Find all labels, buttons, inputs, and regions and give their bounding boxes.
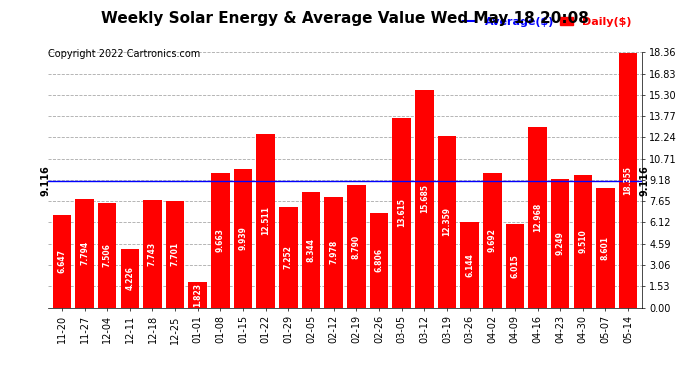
Text: 9.510: 9.510 bbox=[578, 230, 587, 254]
Bar bbox=[619, 53, 638, 308]
Legend: Average($), Daily($): Average($), Daily($) bbox=[458, 12, 636, 31]
Text: 6.015: 6.015 bbox=[511, 254, 520, 278]
Text: Copyright 2022 Cartronics.com: Copyright 2022 Cartronics.com bbox=[48, 49, 201, 59]
Text: 6.806: 6.806 bbox=[375, 248, 384, 272]
Text: 9.116: 9.116 bbox=[640, 165, 649, 196]
Bar bbox=[551, 179, 569, 308]
Bar bbox=[257, 134, 275, 308]
Bar bbox=[437, 136, 456, 308]
Bar bbox=[506, 224, 524, 308]
Bar bbox=[144, 200, 161, 308]
Text: 7.743: 7.743 bbox=[148, 242, 157, 266]
Bar bbox=[596, 188, 615, 308]
Bar bbox=[166, 201, 184, 308]
Text: 12.511: 12.511 bbox=[262, 206, 270, 235]
Bar bbox=[75, 199, 94, 308]
Text: 8.601: 8.601 bbox=[601, 236, 610, 260]
Bar bbox=[324, 197, 343, 308]
Text: 12.359: 12.359 bbox=[442, 207, 451, 236]
Text: 7.252: 7.252 bbox=[284, 245, 293, 269]
Text: 9.249: 9.249 bbox=[555, 231, 564, 255]
Text: 9.116: 9.116 bbox=[41, 165, 50, 196]
Bar bbox=[573, 176, 592, 308]
Bar bbox=[52, 215, 71, 308]
Text: 4.226: 4.226 bbox=[126, 266, 135, 290]
Bar bbox=[393, 118, 411, 308]
Bar bbox=[370, 213, 388, 308]
Bar bbox=[188, 282, 207, 308]
Bar bbox=[234, 170, 253, 308]
Text: 18.355: 18.355 bbox=[624, 165, 633, 195]
Text: 6.647: 6.647 bbox=[57, 249, 66, 273]
Text: 1.823: 1.823 bbox=[193, 283, 202, 307]
Bar bbox=[460, 222, 479, 308]
Bar bbox=[529, 128, 546, 308]
Bar bbox=[279, 207, 297, 308]
Text: 8.790: 8.790 bbox=[352, 234, 361, 258]
Text: 13.615: 13.615 bbox=[397, 198, 406, 228]
Bar bbox=[483, 173, 502, 308]
Text: 9.692: 9.692 bbox=[488, 228, 497, 252]
Text: Weekly Solar Energy & Average Value Wed May 18 20:08: Weekly Solar Energy & Average Value Wed … bbox=[101, 11, 589, 26]
Bar bbox=[98, 203, 117, 308]
Text: 7.978: 7.978 bbox=[329, 240, 338, 264]
Bar bbox=[121, 249, 139, 308]
Text: 9.939: 9.939 bbox=[239, 226, 248, 251]
Text: 15.685: 15.685 bbox=[420, 184, 428, 213]
Bar bbox=[415, 90, 433, 308]
Text: 12.968: 12.968 bbox=[533, 203, 542, 232]
Bar bbox=[211, 173, 230, 308]
Text: 7.701: 7.701 bbox=[170, 242, 179, 266]
Text: 9.663: 9.663 bbox=[216, 228, 225, 252]
Text: 7.794: 7.794 bbox=[80, 242, 89, 266]
Text: 8.344: 8.344 bbox=[306, 237, 315, 261]
Bar bbox=[347, 185, 366, 308]
Text: 6.144: 6.144 bbox=[465, 253, 474, 277]
Bar bbox=[302, 192, 320, 308]
Text: 7.506: 7.506 bbox=[103, 243, 112, 267]
